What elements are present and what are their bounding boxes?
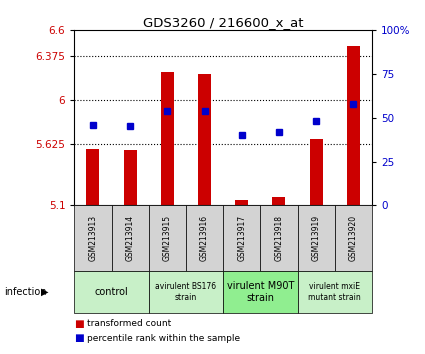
Text: GSM213920: GSM213920: [349, 215, 358, 261]
Text: GSM213913: GSM213913: [88, 215, 97, 261]
Text: ▶: ▶: [41, 287, 48, 297]
Text: GSM213918: GSM213918: [275, 215, 283, 261]
Text: GSM213919: GSM213919: [312, 215, 320, 261]
Text: control: control: [95, 287, 128, 297]
Bar: [235, 200, 248, 205]
Text: GSM213916: GSM213916: [200, 215, 209, 261]
Text: GSM213914: GSM213914: [126, 215, 135, 261]
Text: percentile rank within the sample: percentile rank within the sample: [87, 333, 240, 343]
Text: infection: infection: [4, 287, 47, 297]
Title: GDS3260 / 216600_x_at: GDS3260 / 216600_x_at: [143, 16, 303, 29]
Bar: [272, 196, 286, 205]
Text: ■: ■: [74, 333, 84, 343]
Bar: [198, 74, 211, 205]
Bar: [86, 149, 99, 205]
Bar: [161, 72, 174, 205]
Text: GSM213915: GSM213915: [163, 215, 172, 261]
Text: avirulent BS176
strain: avirulent BS176 strain: [156, 282, 216, 302]
Bar: [124, 150, 137, 205]
Text: virulent mxiE
mutant strain: virulent mxiE mutant strain: [308, 282, 361, 302]
Text: transformed count: transformed count: [87, 319, 171, 329]
Text: GSM213917: GSM213917: [237, 215, 246, 261]
Text: ■: ■: [74, 319, 84, 329]
Bar: [347, 46, 360, 205]
Bar: [309, 139, 323, 205]
Text: virulent M90T
strain: virulent M90T strain: [227, 281, 294, 303]
